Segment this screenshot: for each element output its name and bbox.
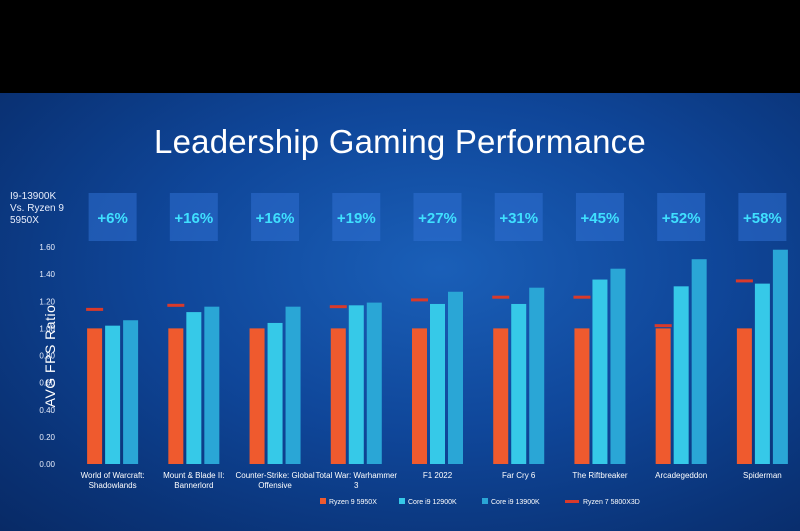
chart-title: Leadership Gaming Performance [154, 123, 646, 160]
bar-ryzen-9-5950x [87, 328, 103, 464]
bar-ryzen-9-5950x [736, 328, 752, 464]
y-tick-label: 1.40 [39, 270, 55, 279]
category-label: Arcadegeddon [655, 471, 707, 480]
bar-core-i9-12900k [754, 283, 770, 464]
uplift-label: +58% [743, 210, 782, 227]
uplift-label: +27% [418, 210, 457, 227]
category-label: Bannerlord [174, 481, 213, 490]
category-label: Offensive [258, 481, 292, 490]
uplift-label: +45% [581, 210, 620, 227]
bar-core-i9-12900k [511, 303, 527, 464]
legend-label: Ryzen 9 5950X [329, 499, 377, 506]
comparison-label: I9-13900K Vs. Ryzen 9 5950X [10, 191, 64, 226]
bar-core-i9-12900k [673, 286, 689, 464]
uplift-box [332, 193, 381, 241]
category-label: World of Warcraft: [81, 471, 145, 480]
bar-ryzen-9-5950x [574, 328, 590, 464]
y-tick-label: 0.20 [39, 433, 55, 442]
marker-ryzen-7-5800x3d [329, 305, 347, 309]
marker-ryzen-7-5800x3d [654, 324, 672, 328]
uplift-box [738, 193, 787, 241]
category-label: Counter-Strike: Global [235, 471, 314, 480]
category-label: F1 2022 [423, 471, 453, 480]
bar-core-i9-12900k [105, 325, 121, 464]
bar-core-i9-12900k [592, 279, 608, 464]
marker-ryzen-7-5800x3d [735, 279, 753, 283]
bar-core-i9-13900k [285, 306, 301, 464]
category-label: Total War: Warhammer [315, 471, 397, 480]
marker-ryzen-7-5800x3d [573, 295, 591, 299]
bar-ryzen-9-5950x [412, 328, 427, 464]
uplift-label: +19% [337, 210, 376, 227]
legend-swatch [399, 498, 405, 504]
legend-label: Ryzen 7 5800X3D [583, 499, 640, 506]
bar-core-i9-13900k [123, 320, 139, 464]
uplift-box [413, 193, 462, 241]
marker-ryzen-7-5800x3d [167, 303, 185, 307]
uplift-box [657, 193, 706, 241]
bar-core-i9-12900k [267, 322, 283, 464]
uplift-label: +6% [97, 210, 127, 227]
legend-label: Core i9 13900K [491, 499, 540, 506]
marker-ryzen-7-5800x3d [86, 307, 104, 311]
category-label: Shadowlands [89, 481, 137, 490]
bar-core-i9-13900k [448, 291, 463, 464]
y-tick-label: 1.20 [39, 297, 55, 306]
bar-core-i9-13900k [204, 306, 220, 464]
legend-swatch [482, 498, 488, 504]
uplift-box [88, 193, 137, 241]
uplift-box [575, 193, 624, 241]
bar-core-i9-13900k [366, 302, 382, 464]
uplift-label: +31% [499, 210, 538, 227]
y-tick-label: 0.80 [39, 352, 55, 361]
uplift-label: +16% [174, 210, 213, 227]
legend-label: Core i9 12900K [408, 499, 457, 506]
category-label: 3 [354, 481, 359, 490]
bar-core-i9-13900k [610, 268, 626, 464]
category-label: Mount & Blade II: [163, 471, 224, 480]
bar-core-i9-12900k [430, 303, 445, 464]
bar-core-i9-13900k [529, 287, 545, 464]
bar-ryzen-9-5950x [655, 328, 671, 464]
uplift-box [251, 193, 300, 241]
y-tick-label: 0.00 [39, 460, 55, 469]
uplift-box [494, 193, 543, 241]
uplift-label: +16% [256, 210, 295, 227]
legend-swatch [565, 500, 579, 503]
uplift-box [169, 193, 218, 241]
bar-ryzen-9-5950x [249, 328, 265, 464]
bar-core-i9-13900k [772, 249, 788, 464]
bar-ryzen-9-5950x [168, 328, 184, 464]
bar-core-i9-12900k [186, 312, 202, 464]
bar-core-i9-12900k [348, 305, 364, 464]
bar-chart: 0.00 0.20 0.40 0.60 0.80 1.00 1.20 1.40 1.60 +6% W… [39, 193, 788, 506]
y-tick-label: 0.60 [39, 379, 55, 388]
y-tick-label: 0.40 [39, 406, 55, 415]
marker-ryzen-7-5800x3d [411, 298, 428, 302]
presentation-screen: Leadership Gaming Performance I9-13900K … [0, 93, 800, 531]
y-tick-label: 1.60 [39, 243, 55, 252]
category-label: The Riftbreaker [572, 471, 627, 480]
uplift-label: +52% [662, 210, 701, 227]
marker-ryzen-7-5800x3d [492, 295, 510, 299]
bar-core-i9-13900k [691, 259, 707, 464]
category-label: Spiderman [743, 471, 782, 480]
category-label: Far Cry 6 [502, 471, 536, 480]
bar-ryzen-9-5950x [493, 328, 509, 464]
legend-swatch [320, 498, 326, 504]
bar-ryzen-9-5950x [330, 328, 346, 464]
y-tick-label: 1.00 [39, 324, 55, 333]
